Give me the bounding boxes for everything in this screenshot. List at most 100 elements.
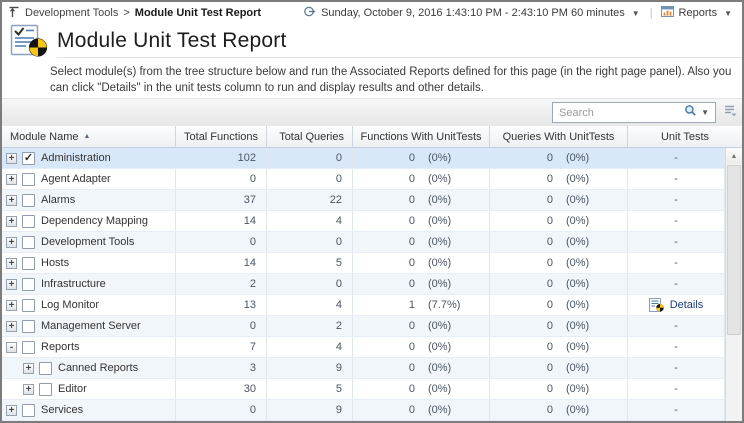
expand-button[interactable]: +	[23, 362, 34, 374]
module-name-cell: + Infrastructure	[2, 274, 176, 294]
table-row[interactable]: + ✓ Administration 102 0 0 (0%) 0 (0%) -	[2, 148, 725, 169]
queries-with-unittests-cell: 0 (0%)	[490, 148, 628, 168]
row-checkbox[interactable]	[22, 298, 35, 312]
expand-button[interactable]: +	[6, 404, 17, 416]
column-header-label: Total Functions	[184, 130, 258, 143]
queries-with-unittests-cell: 0 (0%)	[490, 190, 628, 210]
scroll-up-button[interactable]: ▲	[726, 148, 742, 164]
no-unit-tests-dash: -	[674, 383, 678, 395]
table-row[interactable]: + Log Monitor 13 4 1 (7.7%) 0 (0%) Details	[2, 295, 725, 316]
unittest-count: 0	[408, 236, 415, 248]
unittest-percent: (0%)	[566, 383, 590, 395]
search-button[interactable]: ▼	[680, 104, 715, 122]
expand-button[interactable]: +	[6, 152, 17, 164]
table-row[interactable]: + Hosts 14 5 0 (0%) 0 (0%) -	[2, 253, 725, 274]
column-header-functions-with-unittests[interactable]: Functions With UnitTests	[353, 126, 490, 147]
module-name-cell: + Management Server	[2, 316, 176, 336]
row-checkbox[interactable]	[22, 319, 35, 333]
table-row[interactable]: + Development Tools 0 0 0 (0%) 0 (0%) -	[2, 232, 725, 253]
reports-menu-label[interactable]: Reports	[678, 7, 718, 19]
functions-with-unittests-cell: 0 (0%)	[353, 337, 490, 357]
total-functions-cell: 7	[176, 337, 267, 357]
table-row[interactable]: - Reports 7 4 0 (0%) 0 (0%) -	[2, 337, 725, 358]
expand-button[interactable]: +	[6, 194, 17, 206]
breadcrumb-current: Module Unit Test Report	[134, 7, 262, 19]
queries-with-unittests-cell: 0 (0%)	[490, 169, 628, 189]
row-checkbox[interactable]	[39, 382, 52, 396]
module-name-cell: + Services	[2, 400, 176, 420]
unittest-percent: (0%)	[428, 383, 452, 395]
total-functions-cell: 14	[176, 253, 267, 273]
queries-with-unittests-cell: 0 (0%)	[490, 274, 628, 294]
search-dropdown-arrow[interactable]: ▼	[701, 108, 709, 117]
total-queries-cell: 0	[267, 148, 353, 168]
row-checkbox[interactable]	[22, 340, 35, 354]
table-row[interactable]: + Dependency Mapping 14 4 0 (0%) 0 (0%) -	[2, 211, 725, 232]
module-name-label: Editor	[58, 383, 87, 395]
module-name-label: Agent Adapter	[41, 173, 111, 185]
reports-dropdown-arrow[interactable]: ▼	[724, 8, 732, 18]
unittest-count: 0	[546, 236, 553, 248]
search-input[interactable]	[553, 106, 681, 119]
row-checkbox[interactable]: ✓	[22, 151, 35, 165]
row-checkbox[interactable]	[22, 193, 35, 207]
breadcrumb-parent[interactable]: Development Tools	[25, 7, 119, 19]
no-unit-tests-dash: -	[674, 362, 678, 374]
no-unit-tests-dash: -	[674, 278, 678, 290]
queries-with-unittests-cell: 0 (0%)	[490, 337, 628, 357]
expand-button[interactable]: +	[6, 320, 17, 332]
expand-button[interactable]: +	[23, 383, 34, 395]
module-name-cell: + ✓ Administration	[2, 148, 176, 168]
total-queries-cell: 22	[267, 190, 353, 210]
up-level-icon[interactable]	[8, 6, 20, 21]
details-link[interactable]: Details	[669, 299, 704, 311]
table-row[interactable]: + Agent Adapter 0 0 0 (0%) 0 (0%) -	[2, 169, 725, 190]
unittest-percent: (0%)	[428, 362, 452, 374]
no-unit-tests-dash: -	[674, 404, 678, 416]
table-row[interactable]: + Management Server 0 2 0 (0%) 0 (0%) -	[2, 316, 725, 337]
table-row[interactable]: + Alarms 37 22 0 (0%) 0 (0%) -	[2, 190, 725, 211]
row-checkbox[interactable]	[22, 277, 35, 291]
collapse-button[interactable]: -	[6, 341, 17, 353]
total-functions-cell: 102	[176, 148, 267, 168]
unit-tests-cell: -	[628, 190, 725, 210]
expand-button[interactable]: +	[6, 173, 17, 185]
row-checkbox[interactable]	[39, 361, 52, 375]
unit-tests-cell: -	[628, 211, 725, 231]
row-checkbox[interactable]	[22, 256, 35, 270]
column-header-total-functions[interactable]: Total Functions	[176, 126, 267, 147]
module-name-cell: + Canned Reports	[2, 358, 176, 378]
expand-button[interactable]: +	[6, 278, 17, 290]
row-checkbox[interactable]	[22, 235, 35, 249]
column-chooser-icon[interactable]	[724, 104, 737, 122]
expand-button[interactable]: +	[6, 236, 17, 248]
scroll-thumb[interactable]	[727, 165, 741, 335]
table-row[interactable]: + Editor 30 5 0 (0%) 0 (0%) -	[2, 379, 725, 400]
unittest-count: 0	[546, 404, 553, 416]
column-header-unit-tests[interactable]: Unit Tests	[628, 126, 742, 147]
row-checkbox[interactable]	[22, 214, 35, 228]
page-title: Module Unit Test Report	[57, 28, 287, 52]
module-name-label: Reports	[41, 341, 80, 353]
expand-button[interactable]: +	[6, 299, 17, 311]
vertical-scrollbar[interactable]: ▲	[725, 148, 742, 421]
expand-button[interactable]: +	[6, 257, 17, 269]
unit-tests-cell: -	[628, 358, 725, 378]
sort-ascending-icon: ▲	[83, 133, 91, 140]
column-header-module-name[interactable]: Module Name ▲	[2, 126, 176, 147]
module-name-label: Administration	[41, 152, 111, 164]
unittest-percent: (0%)	[566, 215, 590, 227]
row-checkbox[interactable]	[22, 172, 35, 186]
table-row[interactable]: + Infrastructure 2 0 0 (0%) 0 (0%) -	[2, 274, 725, 295]
table-row[interactable]: + Canned Reports 3 9 0 (0%) 0 (0%) -	[2, 358, 725, 379]
no-unit-tests-dash: -	[674, 173, 678, 185]
column-header-queries-with-unittests[interactable]: Queries With UnitTests	[490, 126, 628, 147]
queries-with-unittests-cell: 0 (0%)	[490, 358, 628, 378]
time-range-dropdown-arrow[interactable]: ▼	[631, 8, 640, 18]
unittest-percent: (0%)	[428, 278, 452, 290]
column-header-total-queries[interactable]: Total Queries	[267, 126, 353, 147]
row-checkbox[interactable]	[22, 403, 35, 417]
table-row[interactable]: + Services 0 9 0 (0%) 0 (0%) -	[2, 400, 725, 421]
expand-button[interactable]: +	[6, 215, 17, 227]
unittest-percent: (0%)	[428, 257, 452, 269]
